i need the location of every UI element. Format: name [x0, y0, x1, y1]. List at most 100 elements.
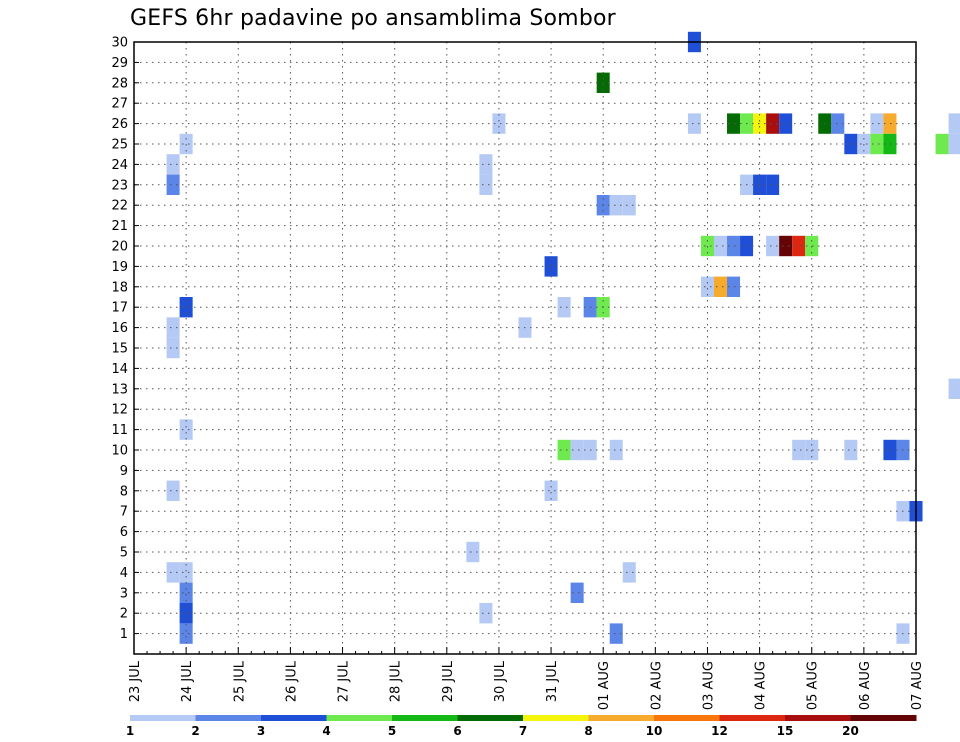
heatmap-cell — [570, 439, 584, 461]
y-tick-label: 20 — [111, 240, 128, 255]
legend-label: 6 — [453, 724, 461, 738]
x-tick-label: 27 JUL — [337, 660, 352, 702]
y-tick-label: 30 — [111, 36, 128, 51]
heatmap-cell — [479, 174, 493, 195]
legend-label: 4 — [322, 724, 330, 738]
heatmap-cell — [948, 133, 960, 155]
y-tick-label: 25 — [111, 138, 128, 153]
x-tick-label: 23 JUL — [128, 660, 143, 702]
y-tick-label: 26 — [111, 117, 128, 132]
heatmap-cell — [179, 419, 193, 440]
heatmap-cell — [883, 133, 897, 155]
x-tick-label: 02 AUG — [649, 661, 664, 710]
x-tick-label: 25 JUL — [232, 660, 247, 702]
legend-swatch — [719, 715, 786, 721]
grid-layer — [134, 41, 916, 654]
legend-label: 1 — [126, 724, 134, 738]
heatmap-cell — [713, 235, 728, 257]
heatmap-cell — [166, 174, 180, 195]
legend-label: 3 — [257, 724, 265, 738]
heatmap-cell — [466, 541, 480, 563]
heatmap-cell — [883, 439, 897, 461]
legend-label: 20 — [842, 724, 859, 738]
heatmap-cell — [479, 154, 493, 175]
heatmap-cell — [844, 439, 858, 461]
heatmap-cell — [792, 439, 806, 461]
y-tick-label: 17 — [111, 301, 128, 316]
heatmap-cell — [948, 378, 960, 399]
y-tick-label: 5 — [120, 546, 128, 561]
heatmap-cell — [870, 133, 884, 155]
x-tick-label: 28 JUL — [389, 660, 404, 702]
heatmap-cell — [779, 235, 793, 257]
legend-swatch — [523, 715, 589, 721]
x-tick-label: 06 AUG — [858, 661, 873, 710]
heatmap-cell — [779, 113, 793, 134]
legend-label: 7 — [519, 724, 527, 738]
heatmap-cell — [727, 235, 741, 257]
y-tick-label: 28 — [111, 76, 128, 91]
x-ticks: 23 JUL 24 JUL 25 JUL 26 JUL 27 JUL 28 JUL 29 J… — [128, 647, 925, 710]
x-tick-label: 26 JUL — [284, 660, 299, 702]
heatmap-cell — [479, 603, 493, 624]
legend-label: 15 — [777, 724, 794, 738]
y-tick-label: 2 — [120, 607, 128, 622]
heatmap-cell — [700, 276, 714, 297]
heatmap-cell — [844, 133, 858, 155]
legend-swatch — [326, 715, 393, 721]
y-tick-label: 19 — [111, 260, 128, 275]
heatmap-cell — [166, 154, 180, 175]
cells-layer — [166, 31, 960, 644]
heatmap-cell — [557, 439, 571, 461]
legend-swatch — [850, 715, 917, 721]
legend-swatch — [785, 715, 851, 721]
heatmap-cell — [166, 480, 180, 501]
heatmap-cell — [753, 113, 767, 134]
heatmap-cell — [557, 297, 571, 318]
y-tick-label: 11 — [111, 423, 128, 438]
heatmap-cell — [544, 256, 558, 277]
heatmap-cell — [609, 439, 623, 461]
heatmap-cell — [622, 195, 636, 216]
legend-swatch — [130, 715, 196, 721]
heatmap-cell — [766, 235, 780, 257]
x-tick-label: 04 AUG — [754, 661, 769, 710]
y-tick-label: 13 — [111, 382, 128, 397]
y-tick-label: 23 — [111, 178, 128, 193]
y-tick-label: 14 — [111, 362, 128, 377]
y-tick-label: 1 — [120, 627, 128, 642]
y-tick-label: 21 — [111, 219, 128, 234]
heatmap-cell — [166, 317, 180, 338]
legend-label: 10 — [646, 724, 663, 738]
heatmap-cell — [570, 582, 584, 603]
heatmap-cell — [622, 562, 636, 583]
chart-title: GEFS 6hr padavine po ansamblima Sombor — [130, 6, 616, 31]
heatmap-cell — [727, 113, 741, 134]
x-tick-label: 05 AUG — [806, 661, 821, 710]
legend-label: 12 — [711, 724, 728, 738]
legend-label: 5 — [388, 724, 396, 738]
x-tick-label: 01 AUG — [597, 661, 612, 710]
heatmap-cell — [713, 276, 728, 297]
heatmap-cell — [883, 113, 897, 134]
y-tick-label: 27 — [111, 97, 128, 112]
heatmap-cell — [753, 174, 767, 195]
x-tick-label: 29 JUL — [441, 660, 456, 702]
heatmap-cell — [831, 113, 845, 134]
heatmap-cell — [948, 113, 960, 134]
heatmap-cell — [179, 582, 193, 603]
x-tick-label: 07 AUG — [910, 661, 925, 710]
y-tick-label: 15 — [111, 342, 128, 357]
legend-swatch — [457, 715, 524, 721]
legend-swatch — [195, 715, 262, 721]
y-ticks: 1234567891011121314151617181920212223242… — [111, 36, 139, 642]
legend-swatch — [392, 715, 458, 721]
y-tick-label: 7 — [120, 505, 128, 520]
heatmap-cell — [166, 562, 180, 583]
heatmap-cell — [492, 113, 506, 134]
plot-frame — [133, 41, 917, 655]
y-tick-label: 18 — [111, 280, 128, 295]
y-tick-label: 9 — [120, 464, 128, 479]
y-tick-label: 6 — [120, 525, 128, 540]
